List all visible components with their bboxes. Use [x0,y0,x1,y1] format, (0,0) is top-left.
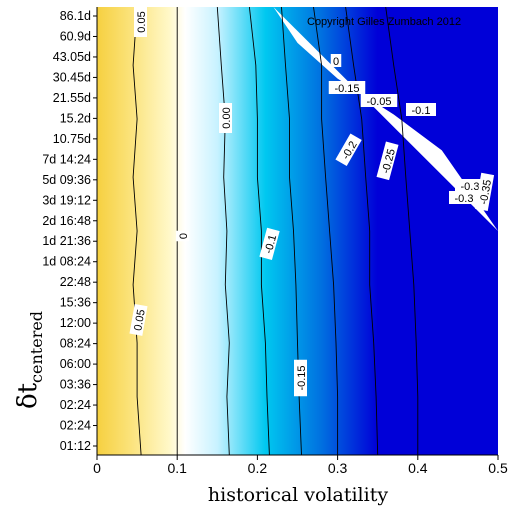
y-tick-label: 22:48 [60,275,91,289]
x-ticks: 0 0.1 0.2 0.3 0.4 0.5 [93,455,508,476]
y-tick-label: 7d 14:24 [42,152,91,166]
contour-label-bg [406,103,436,116]
contour-label-bg [449,191,479,204]
y-tick-label: 30.45d [53,70,91,84]
contour-label: 0 [330,54,342,68]
contour-label-bg [129,304,148,336]
contour-label: 0 [176,230,190,242]
contour-label: 0.05 [129,304,148,336]
y-tick-label: 01:12 [60,439,91,453]
contour-label-bg [360,94,398,107]
contour-label-bg [328,81,366,94]
contour-line [248,7,270,455]
contour-label-text: -0.1 [412,105,431,117]
y-tick-label: 10.75d [53,132,91,146]
axes: 0 0.1 0.2 0.3 0.4 0.5 01:12 02:24 02:24 03:36 06:… [42,7,508,476]
contour-label-text: -0.15 [334,83,359,95]
y-tick-label: 03:36 [60,378,91,392]
y-ticks: 01:12 02:24 02:24 03:36 06:00 08:24 12:00 15:36… [42,9,97,453]
contour-label-text: -0.3 [461,181,480,193]
x-tick-label: 0.4 [408,460,428,476]
x-tick-label: 0.2 [248,460,268,476]
contour-label-text: -0.1 [263,234,280,255]
contour-label: -0.15 [328,81,366,95]
contour-label-bg [294,359,307,397]
x-tick-label: 0.3 [328,460,348,476]
contour-label-text: 0.05 [132,309,148,332]
y-axis-label-main: δt [13,382,43,409]
empty-region [273,7,498,231]
y-tick-label: 12:00 [60,316,91,330]
copyright-note: Copyright Gilles Zumbach 2012 [307,16,461,28]
y-tick-label: 21.55d [53,91,91,105]
contour-label-bg [474,172,495,212]
y-tick-label: 60.9d [60,29,91,43]
contour-line [216,7,230,455]
contour-line [132,7,142,455]
y-tick-label: 5d 09:36 [42,173,91,187]
contour-label-bg [176,230,189,242]
contour-label: -0.15 [294,359,308,397]
contour-labels: 0.05 0.05 0 0.00 0 -0.15 -0.05 -0.1 -0.1 -0.15 -0.… [129,7,495,397]
y-tick-label: 1d 21:36 [42,234,91,248]
y-tick-label: 2d 16:48 [42,214,91,228]
contour-label-text: -0.3 [455,193,474,205]
contour-label: -0.1 [259,227,280,261]
y-tick-label: 06:00 [60,357,91,371]
contour-label: -0.05 [360,94,398,108]
contour-label-text: -0.35 [478,179,494,206]
contour-label: -0.3 [449,191,479,205]
y-tick-label: 02:24 [60,419,91,433]
contour-label: -0.3 [455,179,485,193]
contour-label-text: 0.05 [136,11,148,32]
contour-label-bg [219,103,232,133]
y-axis-label: δtcentered [13,311,46,409]
contour-label-bg [330,54,342,67]
contour-line [385,7,419,455]
x-axis-label: historical volatility [208,484,388,506]
plot-area: 0.05 0.05 0 0.00 0 -0.15 -0.05 -0.1 -0.1 -0.15 -0.… [97,7,498,455]
contour-label: -0.35 [474,172,495,212]
contour-label-text: 0 [178,233,190,239]
contour-label-text: 0 [333,56,339,68]
x-tick-label: 0.1 [167,460,187,476]
svg-text:δtcentered: δtcentered [13,311,46,409]
y-tick-label: 86.1d [60,9,91,23]
contour-line [313,7,339,455]
x-tick-label: 0.5 [488,460,508,476]
contour-label-bg [259,227,280,261]
contour-label-text: -0.15 [296,365,308,390]
contour-label-text: -0.05 [366,96,391,108]
contour-label: 0.05 [134,7,148,37]
y-tick-label: 02:24 [60,398,91,412]
contour-label-text: 0.00 [221,107,233,128]
y-tick-label: 15.2d [60,111,91,125]
contour-label-bg [134,7,147,37]
y-tick-label: 15:36 [60,296,91,310]
contour-label-bg [455,179,485,192]
contour-label-bg [376,141,399,181]
contour-label-bg [335,133,362,166]
x-tick-label: 0 [93,460,101,476]
y-tick-label: 3d 19:12 [42,193,91,207]
y-axis-label-subscript: centered [27,311,46,383]
y-tick-label: 1d 08:24 [42,255,91,269]
y-tick-label: 43.05d [53,50,91,64]
y-tick-label: 08:24 [60,337,91,351]
contour-label: -0.1 [406,103,436,117]
contour-label: 0.00 [219,103,233,133]
